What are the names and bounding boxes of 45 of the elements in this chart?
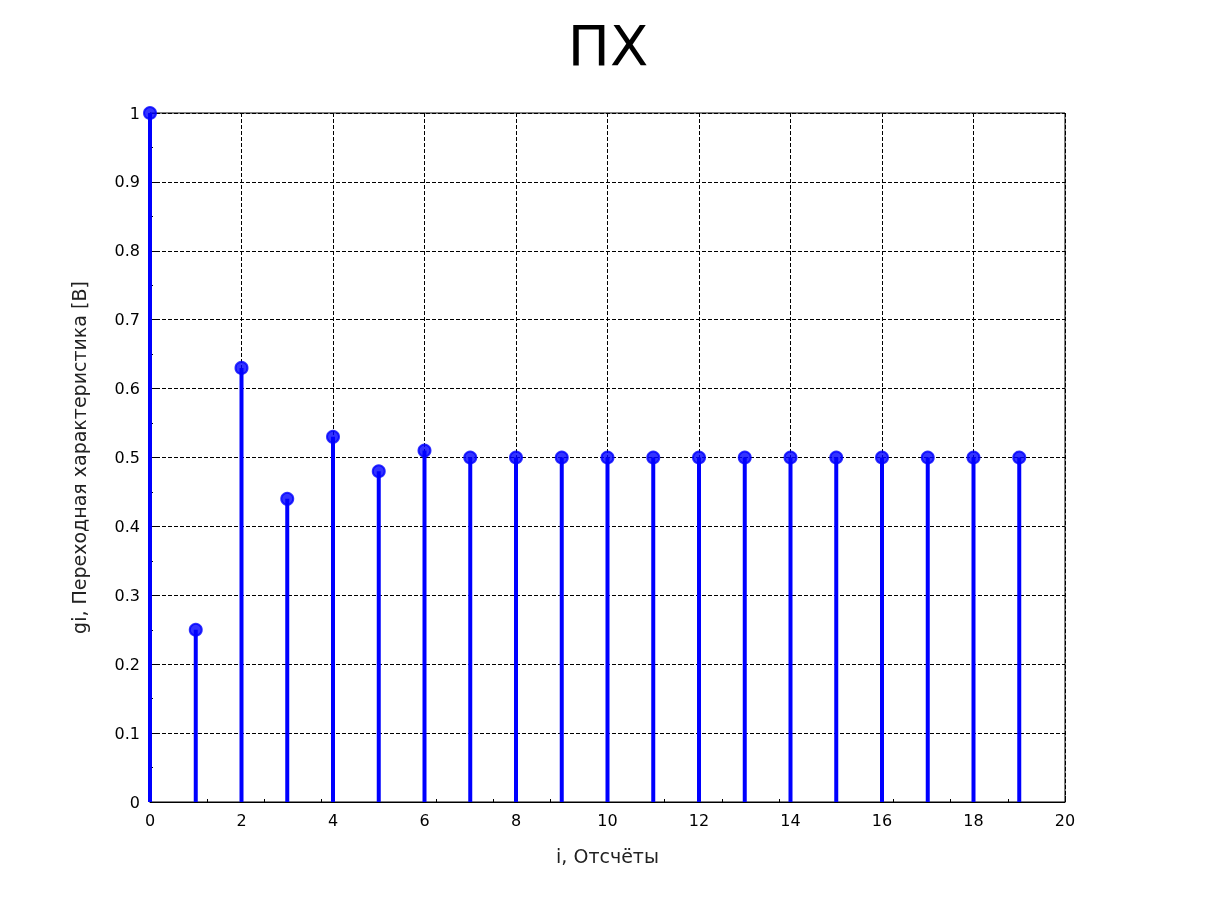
point xyxy=(326,429,340,444)
point xyxy=(554,450,569,465)
point xyxy=(417,443,432,458)
x-axis-title: i, Отсчёты xyxy=(556,844,659,867)
y-tick-label: 0.1 xyxy=(114,723,140,743)
x-tick-label: 14 xyxy=(780,810,801,830)
point xyxy=(509,450,523,465)
point xyxy=(829,450,844,465)
y-axis-title: gi, Переходная характеристика [В] xyxy=(67,281,90,634)
y-tick-label: 1 xyxy=(129,103,140,123)
y-tick-label: 0.6 xyxy=(114,379,140,399)
x-tick-label: 6 xyxy=(419,810,430,830)
y-tick-label: 0 xyxy=(129,792,140,812)
y-tick-label: 0.3 xyxy=(114,585,140,605)
y-tick-label: 0.7 xyxy=(114,310,140,330)
point xyxy=(783,450,798,465)
point xyxy=(966,450,981,465)
x-tick-label: 12 xyxy=(688,810,710,830)
point xyxy=(875,450,889,465)
y-tick-label: 0.9 xyxy=(114,172,140,192)
point xyxy=(692,450,706,465)
point xyxy=(371,464,386,479)
chart-title: ПХ xyxy=(567,12,649,78)
x-tick-label: 18 xyxy=(963,810,984,830)
y-tick-label: 0.4 xyxy=(114,516,140,536)
point xyxy=(920,450,935,465)
y-tick-label: 0.2 xyxy=(114,654,140,674)
x-tick-label: 4 xyxy=(327,810,339,830)
point xyxy=(1012,450,1027,465)
x-tick-label: 10 xyxy=(597,810,618,830)
point xyxy=(280,491,295,506)
point xyxy=(143,106,157,120)
x-tick-label: 8 xyxy=(510,810,522,830)
x-tick-label: 2 xyxy=(236,810,247,830)
y-tick-label: 0.8 xyxy=(114,241,140,261)
point xyxy=(188,622,203,637)
x-tick-label: 16 xyxy=(871,810,893,830)
point xyxy=(737,450,752,465)
point xyxy=(234,360,249,375)
point xyxy=(646,450,661,465)
y-tick-label: 0.5 xyxy=(114,448,140,467)
point xyxy=(463,450,478,465)
point xyxy=(600,450,615,465)
x-tick-label: 0 xyxy=(144,810,156,830)
x-tick-label: 20 xyxy=(1054,810,1076,830)
